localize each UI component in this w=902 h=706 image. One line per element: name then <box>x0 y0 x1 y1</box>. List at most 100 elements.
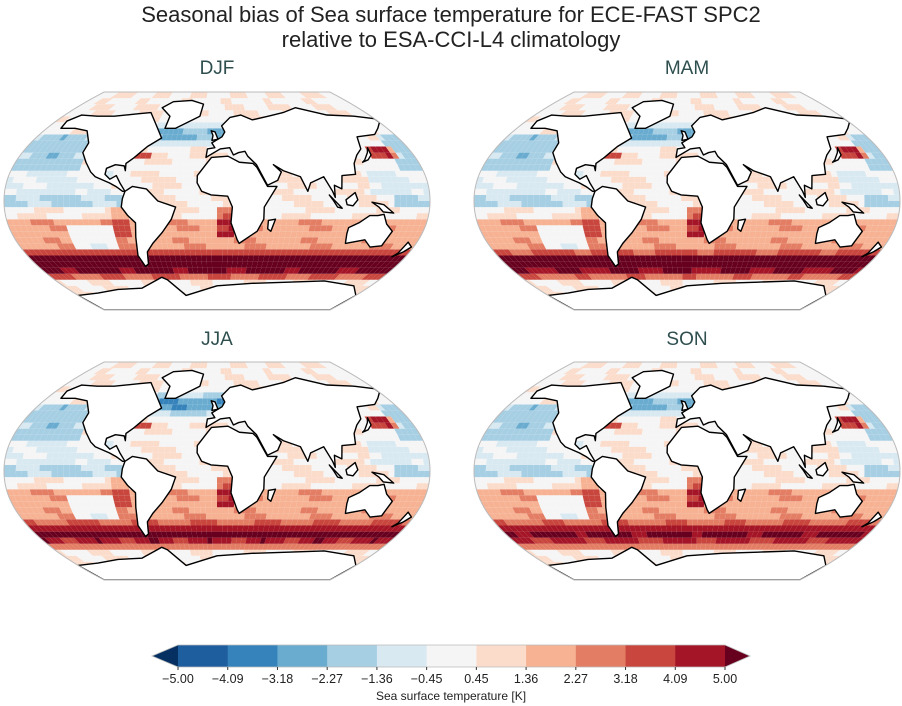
bias-cell <box>511 219 519 226</box>
bias-cell <box>530 249 540 256</box>
bias-cell <box>370 273 383 280</box>
bias-cell <box>311 188 318 195</box>
bias-cell <box>237 255 244 262</box>
bias-cell <box>381 188 389 195</box>
bias-cell <box>657 182 664 189</box>
bias-cell <box>370 140 381 147</box>
bias-cell <box>790 261 800 268</box>
bias-cell <box>305 201 312 208</box>
bias-cell <box>616 176 624 183</box>
bias-cell <box>834 201 841 208</box>
bias-cell <box>545 213 553 220</box>
bias-cell <box>850 255 861 262</box>
bias-cell <box>493 219 502 226</box>
bias-cell <box>114 110 125 117</box>
bias-cell <box>53 140 64 147</box>
bias-cell <box>545 273 557 280</box>
bias-cell <box>187 219 194 226</box>
bias-cell <box>73 231 82 238</box>
bias-cell <box>540 219 548 226</box>
bias-cell <box>195 249 202 256</box>
bias-cell <box>858 237 868 244</box>
bias-cell <box>629 255 636 262</box>
bias-cell <box>150 261 158 268</box>
bias-cell <box>809 255 819 262</box>
bias-cell <box>81 182 89 189</box>
bias-cell <box>501 225 510 232</box>
bias-cell <box>87 213 95 220</box>
bias-cell <box>674 110 679 117</box>
bias-cell <box>21 201 28 208</box>
bias-cell <box>86 279 98 286</box>
bias-cell <box>523 176 531 183</box>
bias-cell <box>231 267 237 274</box>
bias-cell <box>318 104 330 111</box>
bias-cell <box>38 249 49 256</box>
bias-cell <box>93 213 100 220</box>
bias-cell <box>574 279 585 286</box>
bias-cell <box>222 249 228 256</box>
bias-cell <box>211 237 217 244</box>
bias-cell <box>554 243 563 250</box>
bias-cell <box>665 255 672 262</box>
bias-cell <box>551 213 559 220</box>
bias-cell <box>155 261 163 268</box>
bias-cell <box>34 152 44 159</box>
bias-cell <box>800 261 810 268</box>
bias-cell <box>22 207 29 214</box>
bias-cell <box>276 261 284 268</box>
bias-cell <box>550 285 563 292</box>
bias-cell <box>764 237 772 244</box>
bias-cell <box>535 249 545 256</box>
bias-cell <box>847 170 856 177</box>
bias-cell <box>222 237 229 244</box>
bias-cell <box>43 249 54 256</box>
bias-cell <box>362 279 375 286</box>
bias-cell <box>280 249 288 256</box>
bias-cell <box>758 255 766 262</box>
bias-cell <box>651 219 658 226</box>
bias-cell <box>102 231 110 238</box>
bias-cell <box>876 225 885 232</box>
bias-cell <box>108 98 121 105</box>
bias-cell <box>379 243 389 250</box>
bias-cell <box>813 273 825 280</box>
bias-cell <box>36 237 46 244</box>
bias-cell <box>47 158 57 165</box>
bias-cell <box>112 273 123 280</box>
bias-cell <box>275 98 285 105</box>
bias-cell <box>320 225 328 232</box>
bias-cell <box>193 219 200 226</box>
bias-cell <box>670 249 677 256</box>
bias-cell <box>188 237 195 244</box>
bias-cell <box>93 110 105 117</box>
bias-cell <box>549 267 560 274</box>
bias-cell <box>705 273 711 280</box>
bias-cell <box>648 243 655 250</box>
bias-cell <box>25 158 35 165</box>
bias-cell <box>177 237 184 244</box>
bias-cell <box>545 194 552 201</box>
bias-cell <box>112 170 120 177</box>
bias-cell <box>116 213 124 220</box>
bias-cell <box>654 146 661 153</box>
bias-cell <box>87 188 94 195</box>
bias-cell <box>512 237 521 244</box>
bias-cell <box>269 104 278 111</box>
bias-cell <box>222 243 229 250</box>
bias-cell <box>14 237 24 244</box>
bias-cell <box>63 261 75 268</box>
bias-cell <box>114 261 124 268</box>
bias-cell <box>411 170 420 177</box>
bias-cell <box>578 267 588 274</box>
bias-cell <box>780 182 788 189</box>
bias-cell <box>131 273 141 280</box>
bias-cell <box>670 152 677 159</box>
bias-cell <box>582 225 590 232</box>
bias-cell <box>691 110 696 117</box>
bias-cell <box>335 194 342 201</box>
bias-cell <box>655 255 662 262</box>
bias-cell <box>515 164 524 171</box>
bias-cell <box>645 201 652 208</box>
bias-cell <box>209 104 214 111</box>
